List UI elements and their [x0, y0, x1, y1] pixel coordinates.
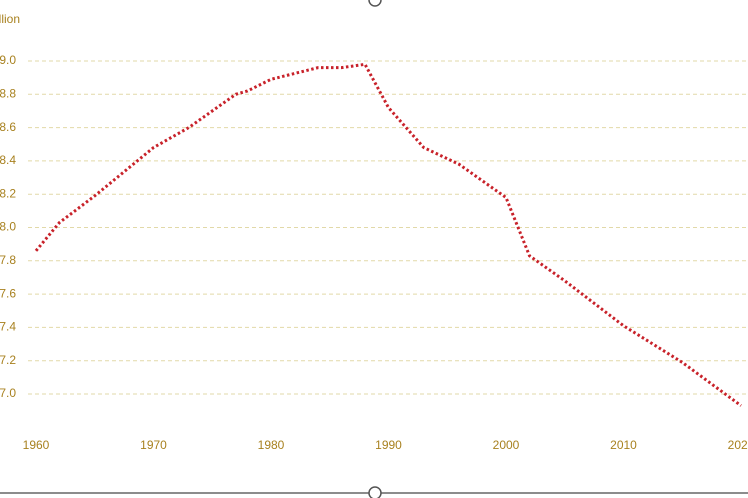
- x-tick-label: 1980: [258, 438, 285, 452]
- y-tick-label: 8.6: [0, 120, 16, 134]
- y-tick-label: 8.2: [0, 186, 16, 200]
- x-tick-label: 1970: [140, 438, 167, 452]
- resize-handle[interactable]: [368, 0, 382, 7]
- y-tick-label: 7.4: [0, 320, 16, 334]
- resize-handle[interactable]: [368, 486, 382, 498]
- data-line: [34, 62, 742, 407]
- y-tick-label: 9.0: [0, 53, 16, 67]
- x-tick-label: 1960: [23, 438, 50, 452]
- y-tick-label: 8.0: [0, 220, 16, 234]
- y-tick-label: 7.8: [0, 253, 16, 267]
- x-tick-label: 2000: [493, 438, 520, 452]
- y-tick-label: 8.8: [0, 86, 16, 100]
- y-tick-label: 7.0: [0, 386, 16, 400]
- y-tick-label: 8.4: [0, 153, 16, 167]
- x-tick-label: 2010: [610, 438, 637, 452]
- x-tick-label: 1990: [375, 438, 402, 452]
- y-axis-label: Million: [0, 12, 20, 26]
- y-tick-label: 7.6: [0, 286, 16, 300]
- y-tick-label: 7.2: [0, 353, 16, 367]
- x-tick-label: 2020: [728, 438, 748, 452]
